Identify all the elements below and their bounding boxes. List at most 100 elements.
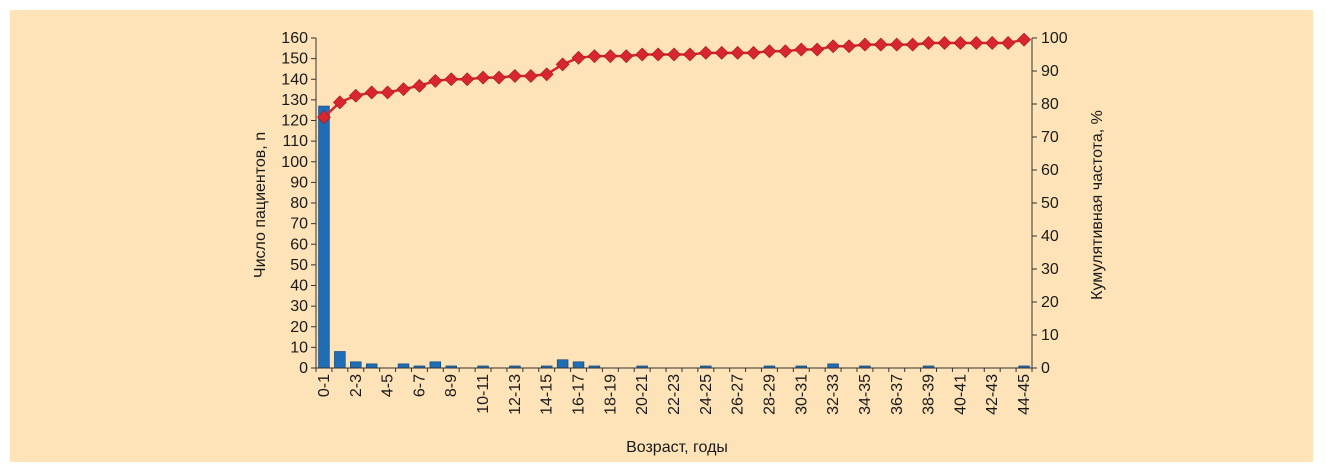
x-tick-label: 38-39 <box>921 374 938 415</box>
y-tick-label: 90 <box>290 174 308 191</box>
bar <box>334 351 346 369</box>
cumulative-point <box>555 57 570 72</box>
x-tick-label: 0-1 <box>316 374 333 397</box>
bar <box>572 361 585 369</box>
x-tick-label: 4-5 <box>380 374 397 397</box>
bar <box>365 363 378 369</box>
bar-series <box>318 105 1030 369</box>
cumulative-point <box>396 82 411 97</box>
cumulative-point <box>587 49 602 64</box>
y-tick-label: 130 <box>281 92 308 109</box>
y2-tick-label: 0 <box>1041 360 1050 377</box>
y-axis-title: Число пациентов, n <box>252 132 269 278</box>
x-tick-label: 30-31 <box>793 374 810 415</box>
cumulative-point <box>698 45 713 60</box>
y-tick-label: 30 <box>290 298 308 315</box>
x-tick-label: 28-29 <box>761 374 778 415</box>
bar <box>556 359 569 369</box>
bar <box>397 363 410 369</box>
cumulative-point <box>873 37 888 52</box>
bar <box>827 363 839 369</box>
cumulative-point <box>842 39 856 54</box>
cumulative-point <box>332 95 347 110</box>
y-tick-label: 100 <box>281 154 308 171</box>
cumulative-point <box>635 47 650 62</box>
x-tick-label: 20-21 <box>634 374 651 415</box>
axes: 0102030405060708090100110120130140150160… <box>281 30 1068 415</box>
chart-svg: 0102030405060708090100110120130140150160… <box>252 30 1106 456</box>
y2-tick-label: 40 <box>1041 228 1059 245</box>
cumulative-point <box>953 36 968 50</box>
cumulative-point <box>762 44 777 59</box>
cumulative-point <box>507 69 522 83</box>
cumulative-point <box>603 49 618 64</box>
cumulative-point <box>746 45 761 60</box>
cumulative-point <box>1017 32 1031 47</box>
bar <box>350 361 362 369</box>
cumulative-point <box>810 42 825 57</box>
x-tick-label: 8-9 <box>443 374 460 397</box>
y-tick-label: 40 <box>290 278 308 295</box>
cumulative-point <box>476 70 490 85</box>
y2-tick-label: 90 <box>1041 63 1059 80</box>
y-tick-label: 150 <box>281 51 308 68</box>
bar <box>429 361 442 369</box>
cumulative-point <box>682 47 697 62</box>
cumulative-point <box>539 67 554 82</box>
y-tick-label: 120 <box>281 113 308 130</box>
x-tick-label: 42-43 <box>984 374 1001 415</box>
x-tick-label: 14-15 <box>539 374 556 415</box>
x-tick-label: 10-11 <box>475 374 492 414</box>
y-tick-label: 110 <box>282 133 308 150</box>
cumulative-point <box>714 45 729 60</box>
y-tick-label: 80 <box>290 195 308 212</box>
cumulative-point <box>858 37 872 52</box>
cumulative-point <box>826 39 841 54</box>
y2-tick-label: 30 <box>1041 261 1059 278</box>
cumulative-point <box>523 69 538 83</box>
cumulative-point <box>794 42 809 57</box>
cumulative-point <box>619 49 634 64</box>
cumulative-point <box>778 44 793 59</box>
x-tick-label: 18-19 <box>602 374 619 415</box>
x-tick-label: 22-23 <box>666 374 683 415</box>
cumulative-point <box>969 36 984 50</box>
cumulative-point <box>428 73 443 88</box>
cumulative-point <box>1001 36 1016 50</box>
cumulative-point <box>905 37 920 52</box>
y2-tick-label: 70 <box>1041 129 1059 146</box>
cumulative-point <box>921 36 936 50</box>
cumulative-point <box>667 47 681 62</box>
y-tick-label: 0 <box>299 360 308 377</box>
x-tick-label: 16-17 <box>571 374 588 415</box>
y2-tick-label: 80 <box>1041 96 1059 113</box>
cumulative-point <box>348 88 363 103</box>
x-tick-label: 24-25 <box>698 374 715 415</box>
x-tick-label: 26-27 <box>730 374 747 415</box>
x-tick-label: 12-13 <box>507 374 524 415</box>
x-tick-label: 2-3 <box>348 374 365 397</box>
y2-axis-title: Кумулятивная частота, % <box>1089 110 1106 300</box>
cumulative-point <box>412 78 427 93</box>
cumulative-point <box>937 36 952 50</box>
cumulative-point <box>571 50 586 65</box>
cumulative-point <box>380 85 395 100</box>
y2-tick-label: 20 <box>1041 294 1059 311</box>
cumulative-point <box>444 72 459 87</box>
x-tick-label: 34-35 <box>857 374 874 415</box>
cumulative-point <box>730 45 745 60</box>
x-axis-title: Возраст, годы <box>626 439 728 456</box>
y2-tick-label: 10 <box>1041 327 1059 344</box>
y-tick-label: 20 <box>290 319 308 336</box>
y-tick-label: 50 <box>290 257 308 274</box>
cumulative-point <box>317 110 331 125</box>
cumulative-point <box>985 36 1000 50</box>
y2-tick-label: 60 <box>1041 162 1059 179</box>
y-tick-label: 140 <box>281 71 308 88</box>
bar <box>318 105 330 369</box>
y-tick-label: 10 <box>290 339 308 356</box>
y-tick-label: 160 <box>281 30 308 47</box>
cumulative-point <box>889 37 904 52</box>
cumulative-point <box>460 72 475 87</box>
x-tick-label: 36-37 <box>889 374 906 415</box>
